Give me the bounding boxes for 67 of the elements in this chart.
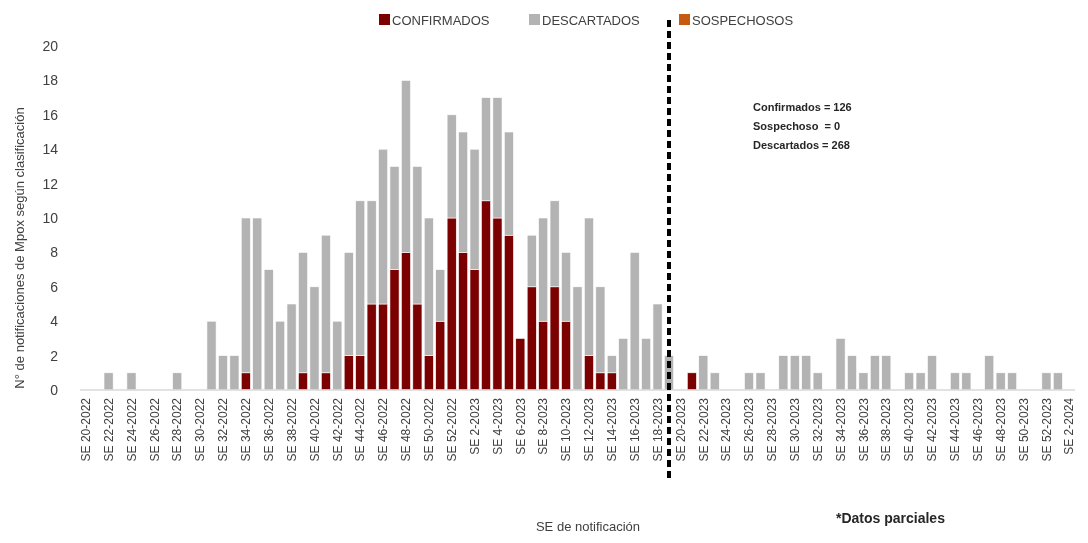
x-tick-label: SE 24-2022 bbox=[124, 397, 139, 462]
x-tick-label: SE 2-2023 bbox=[467, 397, 482, 455]
x-tick-label: SE 22-2023 bbox=[696, 397, 711, 462]
y-tick-label: 10 bbox=[42, 209, 59, 226]
y-tick-label: 20 bbox=[42, 37, 59, 54]
annotation: Confirmados = 126 bbox=[753, 101, 852, 113]
y-tick-label: 6 bbox=[50, 278, 59, 295]
x-tick-label: SE 34-2023 bbox=[833, 397, 848, 462]
x-tick-label: SE 16-2023 bbox=[627, 397, 642, 462]
x-tick-label: SE 26-2023 bbox=[742, 397, 757, 462]
y-tick-label: 2 bbox=[50, 347, 59, 364]
y-tick-label: 0 bbox=[50, 381, 59, 398]
bar bbox=[172, 372, 183, 391]
x-tick-label: SE 36-2023 bbox=[856, 397, 871, 462]
annotation: Sospechoso = 0 bbox=[753, 120, 841, 132]
x-tick-label: SE 26-2022 bbox=[147, 397, 162, 462]
x-tick-label: SE 28-2022 bbox=[170, 397, 185, 462]
x-tick-label: SE 50-2022 bbox=[422, 397, 437, 462]
x-tick-label: SE 32-2023 bbox=[810, 397, 825, 462]
x-tick-label: SE 6-2023 bbox=[513, 397, 528, 455]
x-tick-label: SE 18-2023 bbox=[650, 397, 665, 462]
x-tick-label: SE 38-2023 bbox=[879, 397, 894, 462]
x-tick-label: SE 50-2023 bbox=[1016, 397, 1031, 462]
y-tick-label: 4 bbox=[50, 313, 59, 330]
bar bbox=[103, 372, 114, 391]
y-tick-label: 16 bbox=[42, 106, 59, 123]
x-tick-label: SE 22-2022 bbox=[101, 397, 116, 462]
x-tick-label: SE 32-2022 bbox=[216, 397, 231, 462]
y-tick-label: 18 bbox=[42, 72, 59, 89]
x-tick-label: SE 52-2023 bbox=[1039, 397, 1054, 462]
x-tick-label: SE 24-2023 bbox=[719, 397, 734, 462]
x-tick-label: SE 40-2023 bbox=[902, 397, 917, 462]
legend-label: DESCARTADOS bbox=[542, 12, 641, 28]
x-tick-label: SE 42-2023 bbox=[925, 397, 940, 462]
annotation: Descartados = 268 bbox=[753, 139, 850, 151]
x-tick-label: SE 12-2023 bbox=[582, 397, 597, 462]
x-tick-label: SE 48-2022 bbox=[399, 397, 414, 462]
y-tick-label: 12 bbox=[42, 175, 59, 192]
x-tick-label: SE 40-2022 bbox=[307, 397, 322, 462]
x-tick-label: SE 44-2023 bbox=[948, 397, 963, 462]
y-tick-label: 14 bbox=[42, 141, 59, 158]
x-tick-label: SE 28-2023 bbox=[765, 397, 780, 462]
x-tick-label: SE 14-2023 bbox=[605, 397, 620, 462]
x-tick-label: SE 10-2023 bbox=[559, 397, 574, 462]
x-tick-label: SE 34-2022 bbox=[239, 397, 254, 462]
x-tick-label: SE 44-2022 bbox=[353, 397, 368, 462]
legend-label: CONFIRMADOS bbox=[392, 12, 490, 28]
x-tick-label: SE 2-2024 bbox=[1062, 397, 1077, 455]
x-tick-label: SE 52-2022 bbox=[444, 397, 459, 462]
x-tick-label: SE 20-2022 bbox=[78, 397, 93, 462]
x-tick-label: SE 48-2023 bbox=[993, 397, 1008, 462]
bar bbox=[126, 372, 137, 391]
x-axis-title: SE de notificación bbox=[535, 519, 641, 534]
x-tick-label: SE 46-2022 bbox=[376, 397, 391, 462]
x-tick-label: SE 36-2022 bbox=[261, 397, 276, 462]
x-tick-label: SE 8-2023 bbox=[536, 397, 551, 455]
legend-label: SOSPECHOSOS bbox=[692, 12, 794, 28]
y-tick-label: 8 bbox=[50, 244, 59, 261]
x-tick-label: SE 46-2023 bbox=[970, 397, 985, 462]
text: *Datos parciales bbox=[836, 510, 946, 526]
x-tick-label: SE 30-2022 bbox=[193, 397, 208, 462]
x-tick-label: SE 30-2023 bbox=[788, 397, 802, 462]
x-tick-label: SE 42-2022 bbox=[330, 397, 345, 462]
y-axis-title: N° de notificaciones de Mpox según clasificación bbox=[12, 107, 27, 389]
x-tick-label: SE 38-2022 bbox=[284, 397, 299, 462]
x-tick-label: SE 4-2023 bbox=[490, 397, 505, 455]
x-tick-label: SE 20-2023 bbox=[673, 397, 688, 462]
